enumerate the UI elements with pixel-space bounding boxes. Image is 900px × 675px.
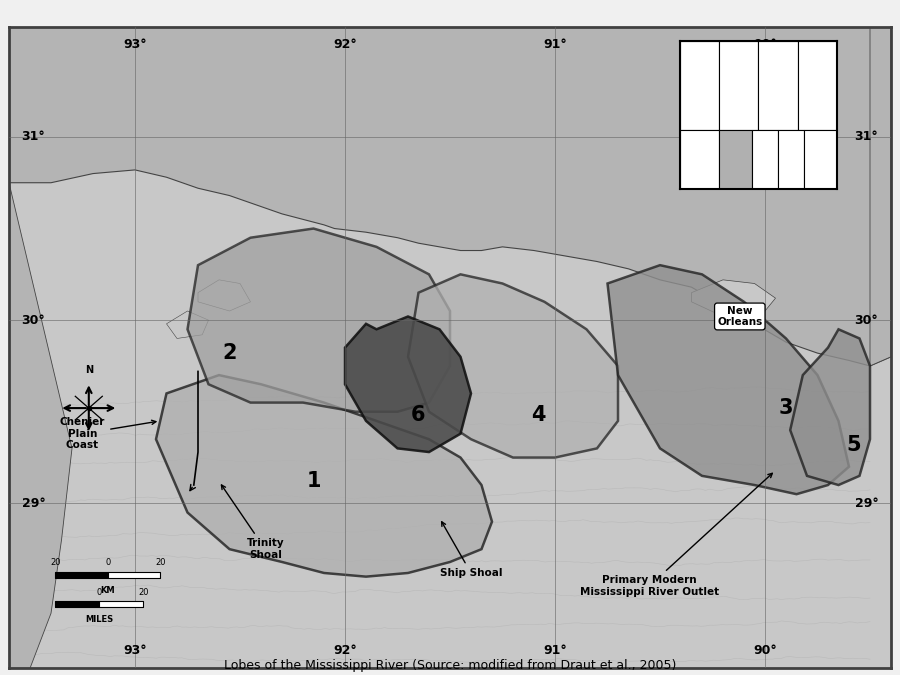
Bar [719,130,752,189]
Text: 0: 0 [96,588,102,597]
Text: 6: 6 [411,406,426,425]
Polygon shape [345,317,471,452]
Text: 90°: 90° [753,38,777,51]
Text: 30°: 30° [22,314,45,327]
Polygon shape [187,229,450,412]
Bar [758,40,797,130]
Text: Lobes of the Mississippi River (Source: modified from Draut et al., 2005): Lobes of the Mississippi River (Source: … [224,659,676,672]
Bar [797,40,837,130]
Bar [805,130,837,189]
Text: 31°: 31° [22,130,45,143]
Text: 29°: 29° [22,497,45,510]
Polygon shape [790,329,870,485]
Polygon shape [156,375,492,576]
Polygon shape [198,280,250,311]
Polygon shape [9,27,891,366]
Text: 5: 5 [846,435,860,455]
Text: 20: 20 [138,588,148,597]
Text: 31°: 31° [855,130,878,143]
Text: 30°: 30° [855,314,878,327]
Text: 4: 4 [531,406,545,425]
Bar [778,130,805,189]
Text: 93°: 93° [123,38,147,51]
Text: 90°: 90° [753,644,777,657]
Text: Primary Modern
Mississippi River Outlet: Primary Modern Mississippi River Outlet [580,473,772,597]
Text: 91°: 91° [543,38,567,51]
Text: KM: KM [101,586,115,595]
Polygon shape [608,265,849,494]
Text: 3: 3 [778,398,793,418]
Text: 92°: 92° [333,644,357,657]
Text: 91°: 91° [543,644,567,657]
Text: 29°: 29° [855,497,878,510]
Text: Ship Shoal: Ship Shoal [440,522,502,578]
Text: New
Orleans: New Orleans [717,306,762,327]
Polygon shape [691,280,776,317]
Text: MILES: MILES [86,615,113,624]
Polygon shape [870,27,891,366]
Polygon shape [408,274,618,458]
Bar [680,130,719,189]
Text: 92°: 92° [333,38,357,51]
Polygon shape [9,183,72,668]
Text: 2: 2 [222,343,237,363]
Text: 93°: 93° [123,644,147,657]
Bar [719,40,758,130]
Text: 20: 20 [155,558,166,568]
Text: 1: 1 [306,471,320,491]
Text: 20: 20 [50,558,60,568]
Polygon shape [166,311,209,338]
Text: N: N [85,365,93,375]
Text: 0: 0 [105,558,111,568]
Bar [752,130,778,189]
Text: Chenier
Plain
Coast: Chenier Plain Coast [59,417,156,450]
Text: Trinity
Shoal: Trinity Shoal [221,485,284,560]
Bar [680,40,719,130]
